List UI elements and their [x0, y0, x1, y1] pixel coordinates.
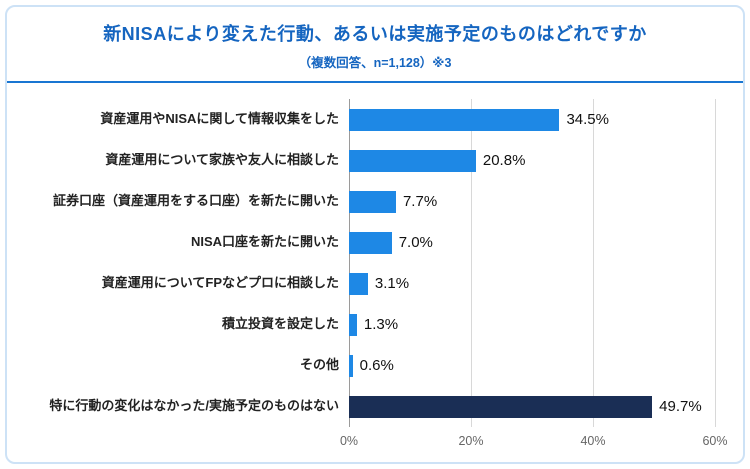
bar-plot-area: 0.6% — [349, 345, 715, 386]
bar-plot-area: 1.3% — [349, 304, 715, 345]
bar — [349, 272, 368, 295]
value-label: 3.1% — [374, 275, 410, 292]
bar — [349, 108, 560, 131]
category-label: 資産運用について家族や友人に相談した — [105, 152, 339, 168]
value-label: 20.8% — [482, 152, 526, 169]
x-axis-tick-label: 40% — [580, 434, 606, 448]
bar-plot-area: 20.8% — [349, 140, 715, 181]
bar — [349, 354, 353, 377]
x-axis: 0% 20% 40% 60% — [340, 427, 728, 453]
bar-plot-area: 7.0% — [349, 222, 715, 263]
value-label: 34.5% — [566, 111, 609, 128]
category-label: 資産運用についてFPなどプロに相談した — [101, 275, 339, 291]
bar-plot-area: 3.1% — [349, 263, 715, 304]
category-label: 積立投資を設定した — [221, 316, 339, 332]
chart-title: 新NISAにより変えた行動、あるいは実施予定のものはどれですか — [103, 24, 647, 44]
bar-row: 資産運用について家族や友人に相談した 20.8% — [17, 140, 715, 181]
category-label: その他 — [299, 357, 339, 373]
x-axis-tick-label: 20% — [458, 434, 484, 448]
bar — [349, 395, 653, 418]
x-axis-tick-label: 60% — [702, 434, 728, 448]
gridline — [593, 99, 594, 427]
gridlines — [349, 99, 716, 427]
bar-plot-area: 34.5% — [349, 99, 715, 140]
bar-row: 特に行動の変化はなかった/実施予定のものはない 49.7% — [17, 386, 715, 427]
bar — [349, 231, 392, 254]
bar-chart: 資産運用やNISAに関して情報収集をした 34.5% 資産運用について家族や友人に相… — [17, 99, 728, 453]
header-divider — [7, 81, 743, 83]
bar-row: 積立投資を設定した 1.3% — [17, 304, 715, 345]
gridline — [715, 99, 716, 427]
bar-row: その他 0.6% — [17, 345, 715, 386]
gridline — [471, 99, 472, 427]
bar-rows: 資産運用やNISAに関して情報収集をした 34.5% 資産運用について家族や友人に相… — [17, 99, 715, 427]
bar-row: 資産運用やNISAに関して情報収集をした 34.5% — [17, 99, 715, 140]
chart-header: 新NISAにより変えた行動、あるいは実施予定のものはどれですか （複数回答、n=… — [7, 7, 743, 81]
chart-subtitle: （複数回答、n=1,128）※3 — [298, 56, 452, 70]
bar — [349, 149, 476, 172]
category-label: 資産運用やNISAに関して情報収集をした — [100, 111, 339, 127]
category-label: NISA口座を新たに開いた — [190, 234, 339, 250]
bar-row: 証券口座（資産運用をする口座）を新たに開いた 7.7% — [17, 181, 715, 222]
value-label: 7.7% — [402, 193, 438, 210]
y-axis-line — [349, 99, 350, 427]
value-label: 7.0% — [398, 234, 433, 251]
value-label: 49.7% — [659, 398, 702, 415]
bar-plot-area: 7.7% — [349, 181, 715, 222]
x-axis-tick-label: 0% — [339, 434, 359, 448]
bar — [349, 313, 357, 336]
category-label: 特に行動の変化はなかった/実施予定のものはない — [49, 398, 339, 414]
bar-row: 資産運用についてFPなどプロに相談した 3.1% — [17, 263, 715, 304]
chart-card: 新NISAにより変えた行動、あるいは実施予定のものはどれですか （複数回答、n=… — [5, 5, 745, 464]
bar-plot-area: 49.7% — [349, 386, 715, 427]
bar-row: NISA口座を新たに開いた 7.0% — [17, 222, 715, 263]
bar — [349, 190, 396, 213]
value-label: 1.3% — [363, 316, 399, 333]
value-label: 0.6% — [359, 357, 394, 374]
category-label: 証券口座（資産運用をする口座）を新たに開いた — [52, 193, 339, 209]
